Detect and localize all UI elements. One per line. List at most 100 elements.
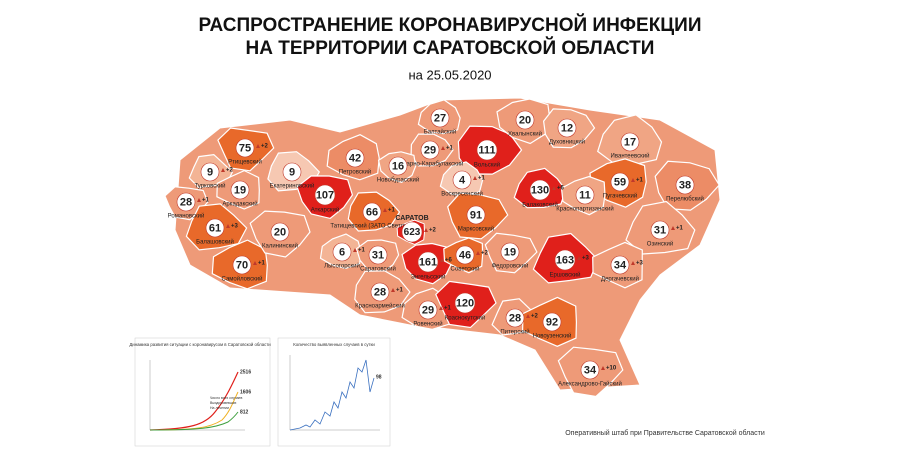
district-increment: +1 (388, 208, 396, 214)
district-increment: +3 (582, 256, 590, 262)
increment-arrow (226, 224, 230, 228)
increment-arrow (424, 228, 428, 232)
increment-arrow (221, 168, 225, 172)
district-name: Питерский (500, 329, 529, 336)
district-count: 20 (274, 226, 286, 238)
district-count: 20 (519, 114, 531, 126)
increment-arrow (526, 314, 530, 318)
chart-label: 2516 (240, 369, 251, 375)
district-count: 29 (424, 144, 436, 156)
title-line: НА ТЕРРИТОРИИ САРАТОВСКОЙ ОБЛАСТИ (246, 37, 655, 59)
count-bubble (368, 245, 388, 265)
district-increment: +2 (261, 144, 269, 150)
district-name: Краснокутский (445, 315, 486, 322)
district-increment: +3 (231, 224, 239, 230)
legend-item: Выздоровевших (210, 401, 237, 405)
capital-count: 623 (404, 227, 421, 238)
district-increment: +2 (226, 168, 234, 174)
increment-arrow (601, 366, 605, 370)
count-bubble (345, 148, 365, 168)
count-bubble (620, 132, 640, 152)
district-count: 9 (289, 166, 295, 178)
count-bubble (575, 185, 595, 205)
district-count: 120 (456, 297, 474, 309)
legend-item: Число всех случаев (210, 396, 242, 400)
district-increment: +1 (676, 226, 684, 232)
increment-arrow (440, 258, 444, 262)
count-bubble (232, 255, 252, 275)
district-count: 130 (531, 184, 549, 196)
increment-arrow (253, 261, 257, 265)
district-name: Новобурасский (377, 177, 419, 184)
district-count: 42 (349, 152, 361, 164)
increment-arrow (439, 306, 443, 310)
count-bubble (610, 172, 630, 192)
increment-arrow (256, 144, 260, 148)
chart-panel: Динамика развития ситуации с коронавирус… (129, 337, 391, 447)
count-bubble (430, 108, 450, 128)
district-name: Краснопартизанский (556, 206, 613, 213)
legend-item: На лечении (210, 406, 229, 410)
chart-title: Количество выявленных случаев в сутки (293, 342, 375, 347)
count-bubble (200, 162, 220, 182)
increment-arrow (473, 176, 477, 180)
count-bubble (476, 139, 498, 161)
district-count: 27 (434, 112, 446, 124)
district-count: 12 (561, 122, 573, 134)
district-count: 29 (422, 304, 434, 316)
district-count: 59 (614, 176, 626, 188)
increment-arrow (552, 186, 556, 190)
district-increment: +1 (636, 178, 644, 184)
count-bubble (542, 312, 562, 332)
district-name: Ровенский (413, 321, 442, 328)
district-name: Самойловский (222, 276, 263, 283)
capital-increment: +2 (429, 228, 437, 234)
district-name: Ершовский (550, 272, 581, 279)
district-name: Балашовский (196, 239, 234, 246)
count-bubble (420, 140, 440, 160)
curve-total (149, 371, 239, 431)
district-count: 9 (207, 166, 213, 178)
district-count: 28 (374, 286, 386, 298)
district-count: 31 (654, 224, 666, 236)
district-name: Ртищевский (228, 159, 262, 166)
count-bubble (176, 192, 196, 212)
district-count: 4 (459, 174, 466, 186)
district-name: Озинский (647, 241, 673, 248)
count-bubble (454, 292, 476, 314)
district-count: 46 (459, 249, 471, 261)
district-increment: +2 (481, 251, 489, 257)
count-bubble (388, 156, 408, 176)
date: на 25.05.2020 (408, 67, 491, 82)
district-name: Аткарский (311, 207, 339, 214)
count-bubble (554, 249, 576, 271)
district-name: Калининский (262, 243, 298, 250)
district-count: 61 (209, 222, 221, 234)
district-count: 34 (614, 259, 627, 271)
count-bubble (401, 221, 423, 243)
district-count: 92 (546, 316, 558, 328)
chart-label: 98 (376, 374, 382, 380)
map-labels: 75 +2 Ртищевский 9 +2 Турковский 19 Аркадакский… (168, 108, 704, 388)
chart-label: 1606 (240, 389, 251, 395)
district-count: 38 (679, 179, 691, 191)
district-name: Базарно-Карабулакский (397, 161, 464, 168)
district-name: Петровский (339, 169, 371, 176)
count-bubble (610, 255, 630, 275)
district-count: 17 (624, 136, 636, 148)
curve-daily (289, 359, 375, 431)
chart-title: Динамика развития ситуации с коронавирус… (129, 342, 271, 347)
district-increment: +1 (444, 306, 452, 312)
district-count: 107 (316, 189, 334, 201)
district-count: 161 (419, 256, 437, 268)
district-count: 28 (180, 196, 192, 208)
district-increment: +1 (358, 248, 366, 254)
district-name: Татищевский (ЗАТО Светлый) (330, 223, 413, 230)
count-bubble (370, 282, 390, 302)
count-bubble (332, 242, 352, 262)
district-name: Энгельсский (411, 274, 446, 281)
district-name: Духовницкий (549, 139, 585, 146)
increment-arrow (391, 288, 395, 292)
district-count: 16 (392, 160, 404, 172)
